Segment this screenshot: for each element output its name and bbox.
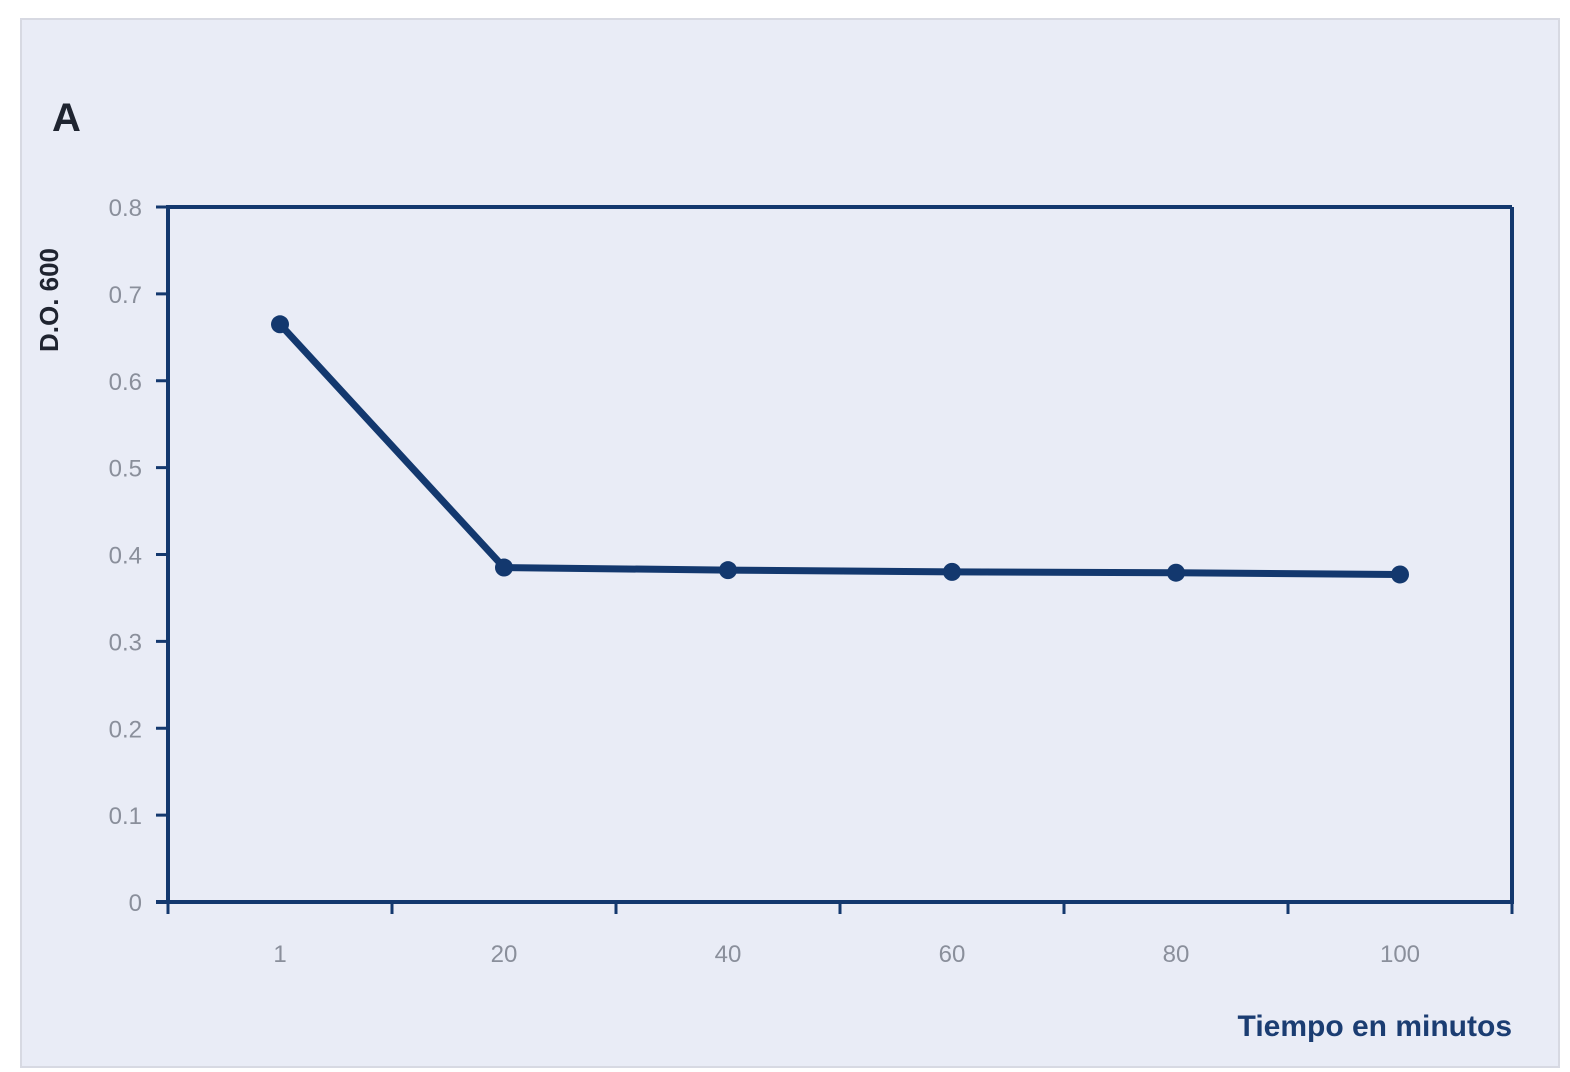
data-point <box>271 315 289 334</box>
series-line <box>276 320 1404 578</box>
chart-frame <box>20 18 1560 1068</box>
y-tick-label: 0.7 <box>109 282 142 309</box>
y-tick-label: 0.4 <box>109 543 142 570</box>
data-point <box>719 561 737 580</box>
y-tick-label: 0.3 <box>109 629 142 656</box>
x-tick-label: 60 <box>939 941 966 968</box>
x-tick-label: 1 <box>273 941 286 968</box>
data-point <box>1167 563 1185 582</box>
y-tick-label: 0.5 <box>109 456 142 483</box>
x-tick-label: 100 <box>1380 941 1420 968</box>
y-tick-label: 0.2 <box>109 716 142 743</box>
chart-axes <box>156 205 1514 904</box>
data-point <box>495 558 513 577</box>
y-tick-label: 0 <box>129 890 142 917</box>
x-tick-label: 80 <box>1163 941 1190 968</box>
y-tick-label: 0.6 <box>109 369 142 396</box>
data-point <box>1391 565 1409 584</box>
x-axis-title: Tiempo en minutos <box>1238 1010 1512 1043</box>
x-tick-label: 20 <box>491 941 518 968</box>
chart-series <box>271 315 1409 584</box>
chart-ticks: 0 0.1 0.2 0.3 0.4 0.5 0.6 0.7 0.8 1 20 40 60 80 100 <box>109 195 1514 968</box>
y-axis-title: D.O. 600 <box>34 248 64 352</box>
y-tick-label: 0.1 <box>109 803 142 830</box>
panel-label: A <box>52 96 81 140</box>
y-tick-label: 0.8 <box>109 195 142 222</box>
data-point <box>943 562 961 581</box>
x-tick-label: 40 <box>715 941 742 968</box>
